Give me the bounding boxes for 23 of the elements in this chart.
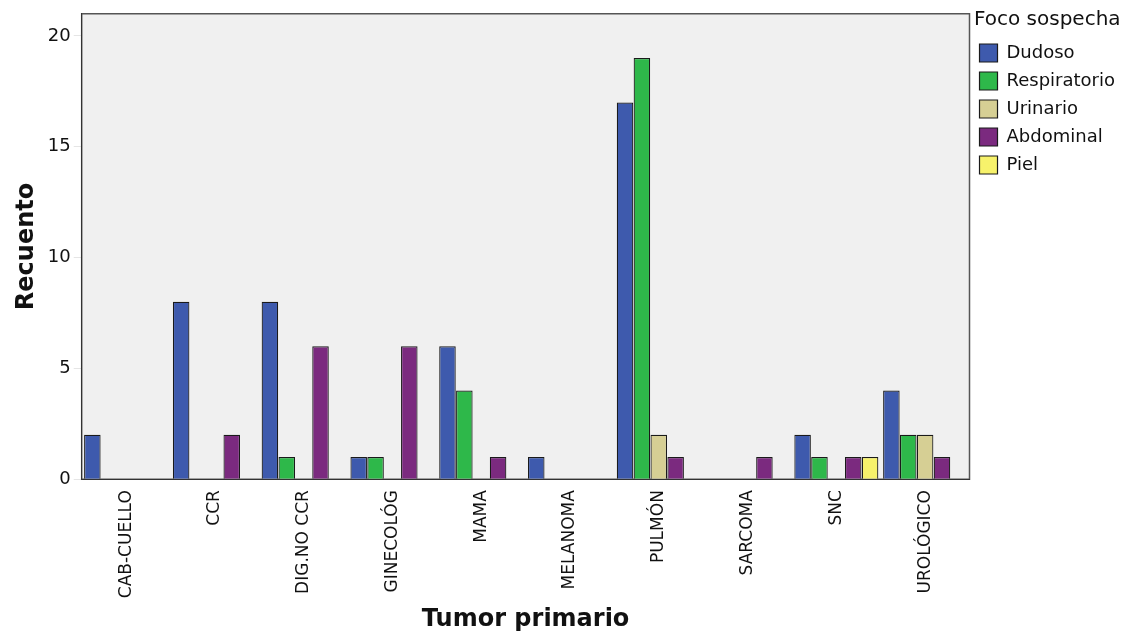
x-tick-label: CCR xyxy=(203,489,224,526)
y-tick-label: 20 xyxy=(47,23,71,45)
legend-label: Piel xyxy=(1006,152,1039,174)
legend-label: Dudoso xyxy=(1006,40,1075,62)
y-tick-label: 10 xyxy=(47,245,71,267)
x-tick-label: MAMA xyxy=(469,489,490,543)
x-tick-label: PULMÓN xyxy=(646,490,668,564)
x-tick-label: SNC xyxy=(824,490,845,526)
y-tick-label: 15 xyxy=(47,134,71,156)
x-axis-title: Tumor primario xyxy=(421,603,630,632)
x-tick-label: SARCOMA xyxy=(735,489,756,576)
y-axis-title: Recuento xyxy=(10,182,39,311)
y-tick-label: 0 xyxy=(59,466,71,488)
x-tick-label: UROLÓGICO xyxy=(912,490,934,594)
x-tick-label: GINECOLÓG xyxy=(379,490,401,593)
legend-label: Urinario xyxy=(1006,96,1078,118)
legend-label: Abdominal xyxy=(1006,124,1103,146)
x-tick-label: MELANOMA xyxy=(558,489,579,590)
x-tick-label: CAB-CUELLO xyxy=(114,490,135,599)
legend-label: Respiratorio xyxy=(1006,68,1116,90)
y-tick-label: 5 xyxy=(59,356,71,378)
x-tick-label: DIG.NO CCR xyxy=(292,489,313,594)
legend-title: Foco sospecha xyxy=(973,6,1121,31)
